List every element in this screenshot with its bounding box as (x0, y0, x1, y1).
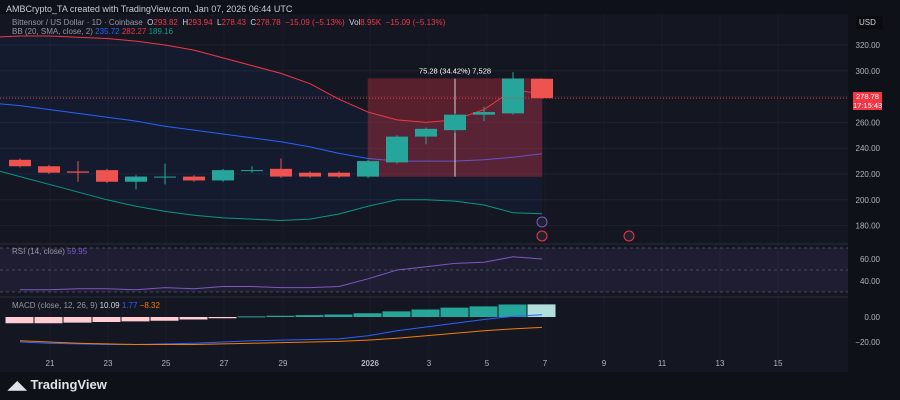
low-value: 278.43 (221, 18, 246, 27)
event-icon (623, 230, 635, 242)
date-tick: 25 (162, 359, 171, 368)
volume-value: 8.95K (360, 18, 382, 27)
price-tick: 320.00 (856, 41, 881, 50)
macd-histogram-bar (121, 317, 150, 322)
candle-body (531, 78, 553, 99)
macd-histogram-bar (5, 317, 34, 324)
candle-body (38, 166, 60, 173)
bb-legend[interactable]: BB (20, SMA, close, 2) 235.72 282.27 189… (12, 27, 174, 36)
macd-line (19, 314, 543, 345)
candle-body (67, 171, 89, 173)
event-icon (536, 216, 548, 228)
macd-tick: −20.00 (855, 338, 880, 347)
date-tick: 29 (279, 359, 288, 368)
rsi-band (0, 248, 848, 292)
symbol-title[interactable]: Bittensor / US Dollar · 1D · Coinbase (12, 18, 143, 27)
macd-histogram-bar (324, 314, 353, 317)
macd-histogram-bar (527, 304, 556, 317)
candle-body (183, 176, 205, 181)
candle-body (212, 170, 234, 181)
open-value: 293.82 (153, 18, 178, 27)
rsi-tick: 40.00 (860, 277, 881, 286)
price-tick: 260.00 (856, 118, 881, 127)
macd-histogram-bar (266, 315, 295, 317)
candle-body (154, 176, 176, 178)
event-icon (536, 230, 548, 242)
candle-body (415, 128, 437, 137)
rsi-tick: 60.00 (860, 255, 881, 264)
macd-legend[interactable]: MACD (close, 12, 26, 9) 10.09 1.77 −8.32 (12, 301, 160, 310)
macd-histogram-bar (440, 307, 469, 317)
candle-body (125, 176, 147, 182)
measure-label: 75.28 (34.42%) 7,528 (419, 67, 491, 76)
bb-fill (0, 35, 542, 221)
date-tick: 11 (658, 359, 667, 368)
macd-histogram-bar (498, 304, 527, 317)
volume-change: −15.09 (−5.13%) (385, 18, 446, 27)
macd-histogram-bar (382, 311, 411, 317)
date-tick: 13 (716, 359, 725, 368)
candle-body (270, 168, 292, 177)
price-tick: 240.00 (856, 144, 881, 153)
candle-body (502, 78, 524, 114)
date-tick: 2026 (361, 359, 379, 368)
close-value: 278.78 (256, 18, 281, 27)
candle-body (241, 170, 263, 172)
candle-body (386, 136, 408, 163)
macd-tick: 0.00 (864, 313, 880, 322)
date-tick: 7 (543, 359, 548, 368)
candle-body (96, 170, 118, 182)
symbol-legend: Bittensor / US Dollar · 1D · Coinbase O2… (12, 18, 446, 27)
macd-histogram-bar (411, 309, 440, 317)
change-value: −15.09 (−5.13%) (285, 18, 345, 27)
tradingview-logo[interactable]: ◢◣ TradingView (8, 377, 107, 392)
date-tick: 5 (485, 359, 490, 368)
macd-histogram-bar (295, 315, 324, 317)
chart-credit: AMBCrypto_TA created with TradingView.co… (6, 4, 293, 14)
candle-body (328, 172, 350, 177)
signal-line (19, 326, 543, 345)
price-tick: 300.00 (856, 67, 881, 76)
macd-histogram-bar (353, 313, 382, 317)
date-tick: 15 (774, 359, 783, 368)
rsi-legend[interactable]: RSI (14, close) 59.95 (12, 247, 88, 256)
macd-histogram-bar (469, 306, 498, 317)
currency-button[interactable]: USD (856, 16, 883, 29)
date-tick: 3 (427, 359, 432, 368)
candle-body (299, 172, 321, 177)
bb-basis-line (0, 103, 543, 162)
bb-lower-line (0, 170, 543, 221)
rsi-line (20, 256, 543, 291)
price-tick: 180.00 (856, 222, 881, 231)
macd-histogram-bar (92, 317, 121, 322)
last-price-tag: 278.78 17:15:43 (853, 92, 883, 110)
candle-body (444, 114, 466, 131)
macd-histogram-bar (208, 317, 237, 319)
macd-histogram-bar (179, 317, 208, 320)
date-tick: 23 (104, 359, 113, 368)
macd-histogram-bar (34, 317, 63, 324)
high-value: 293.94 (188, 18, 213, 27)
tradingview-logo-icon: ◢◣ (8, 377, 27, 392)
date-tick: 27 (220, 359, 229, 368)
candle-body (9, 159, 31, 167)
date-tick: 9 (602, 359, 607, 368)
price-tick: 220.00 (856, 170, 881, 179)
macd-histogram-bar (150, 317, 179, 321)
price-tick: 200.00 (856, 196, 881, 205)
candle-body (473, 112, 495, 115)
macd-histogram-bar (63, 317, 92, 323)
date-tick: 21 (46, 359, 55, 368)
candle-body (357, 161, 379, 177)
macd-histogram-bar (237, 316, 266, 318)
